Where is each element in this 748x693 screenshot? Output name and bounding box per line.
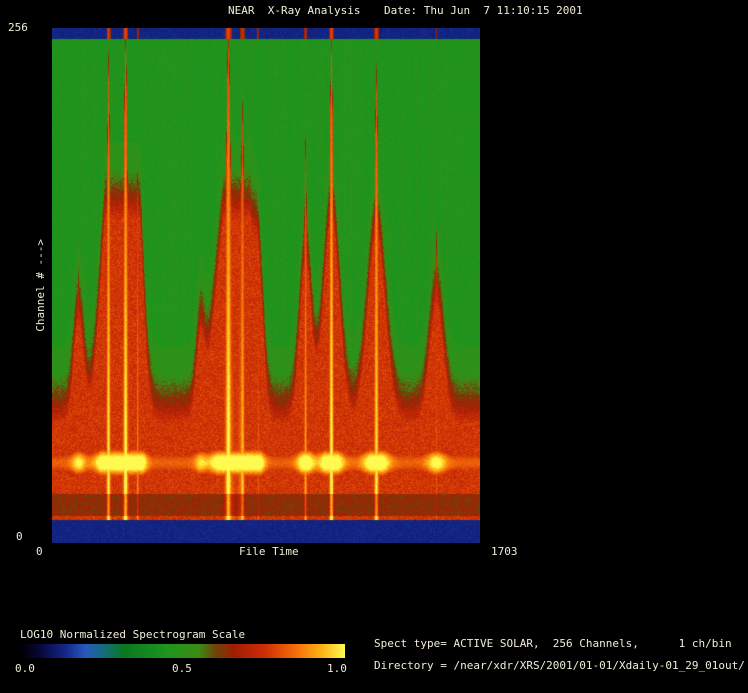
colorbar-title: LOG10 Normalized Spectrogram Scale xyxy=(20,628,246,641)
x-axis-tick-max: 1703 xyxy=(491,545,518,558)
colorbar-canvas xyxy=(20,644,345,658)
x-axis-tick-min: 0 xyxy=(36,545,43,558)
x-axis-label: File Time xyxy=(239,545,299,558)
y-axis-tick-min: 0 xyxy=(16,530,23,543)
colorbar-tick-mid: 0.5 xyxy=(172,662,192,675)
y-axis-tick-max: 256 xyxy=(8,21,28,34)
window-title: NEAR X-Ray Analysis xyxy=(228,4,361,17)
colorbar-tick-max: 1.0 xyxy=(327,662,347,675)
spectrogram-canvas xyxy=(52,28,480,543)
colorbar-tick-min: 0.0 xyxy=(15,662,35,675)
directory-label: Directory = /near/xdr/XRS/2001/01-01/Xda… xyxy=(374,659,745,672)
y-axis-label-text: Channel # ---> xyxy=(33,239,47,332)
y-axis-label: Channel # ---> xyxy=(32,28,48,543)
spect-type-label: Spect type= ACTIVE SOLAR, 256 Channels, … xyxy=(374,637,732,650)
date-label: Date: Thu Jun 7 11:10:15 2001 xyxy=(384,4,583,17)
